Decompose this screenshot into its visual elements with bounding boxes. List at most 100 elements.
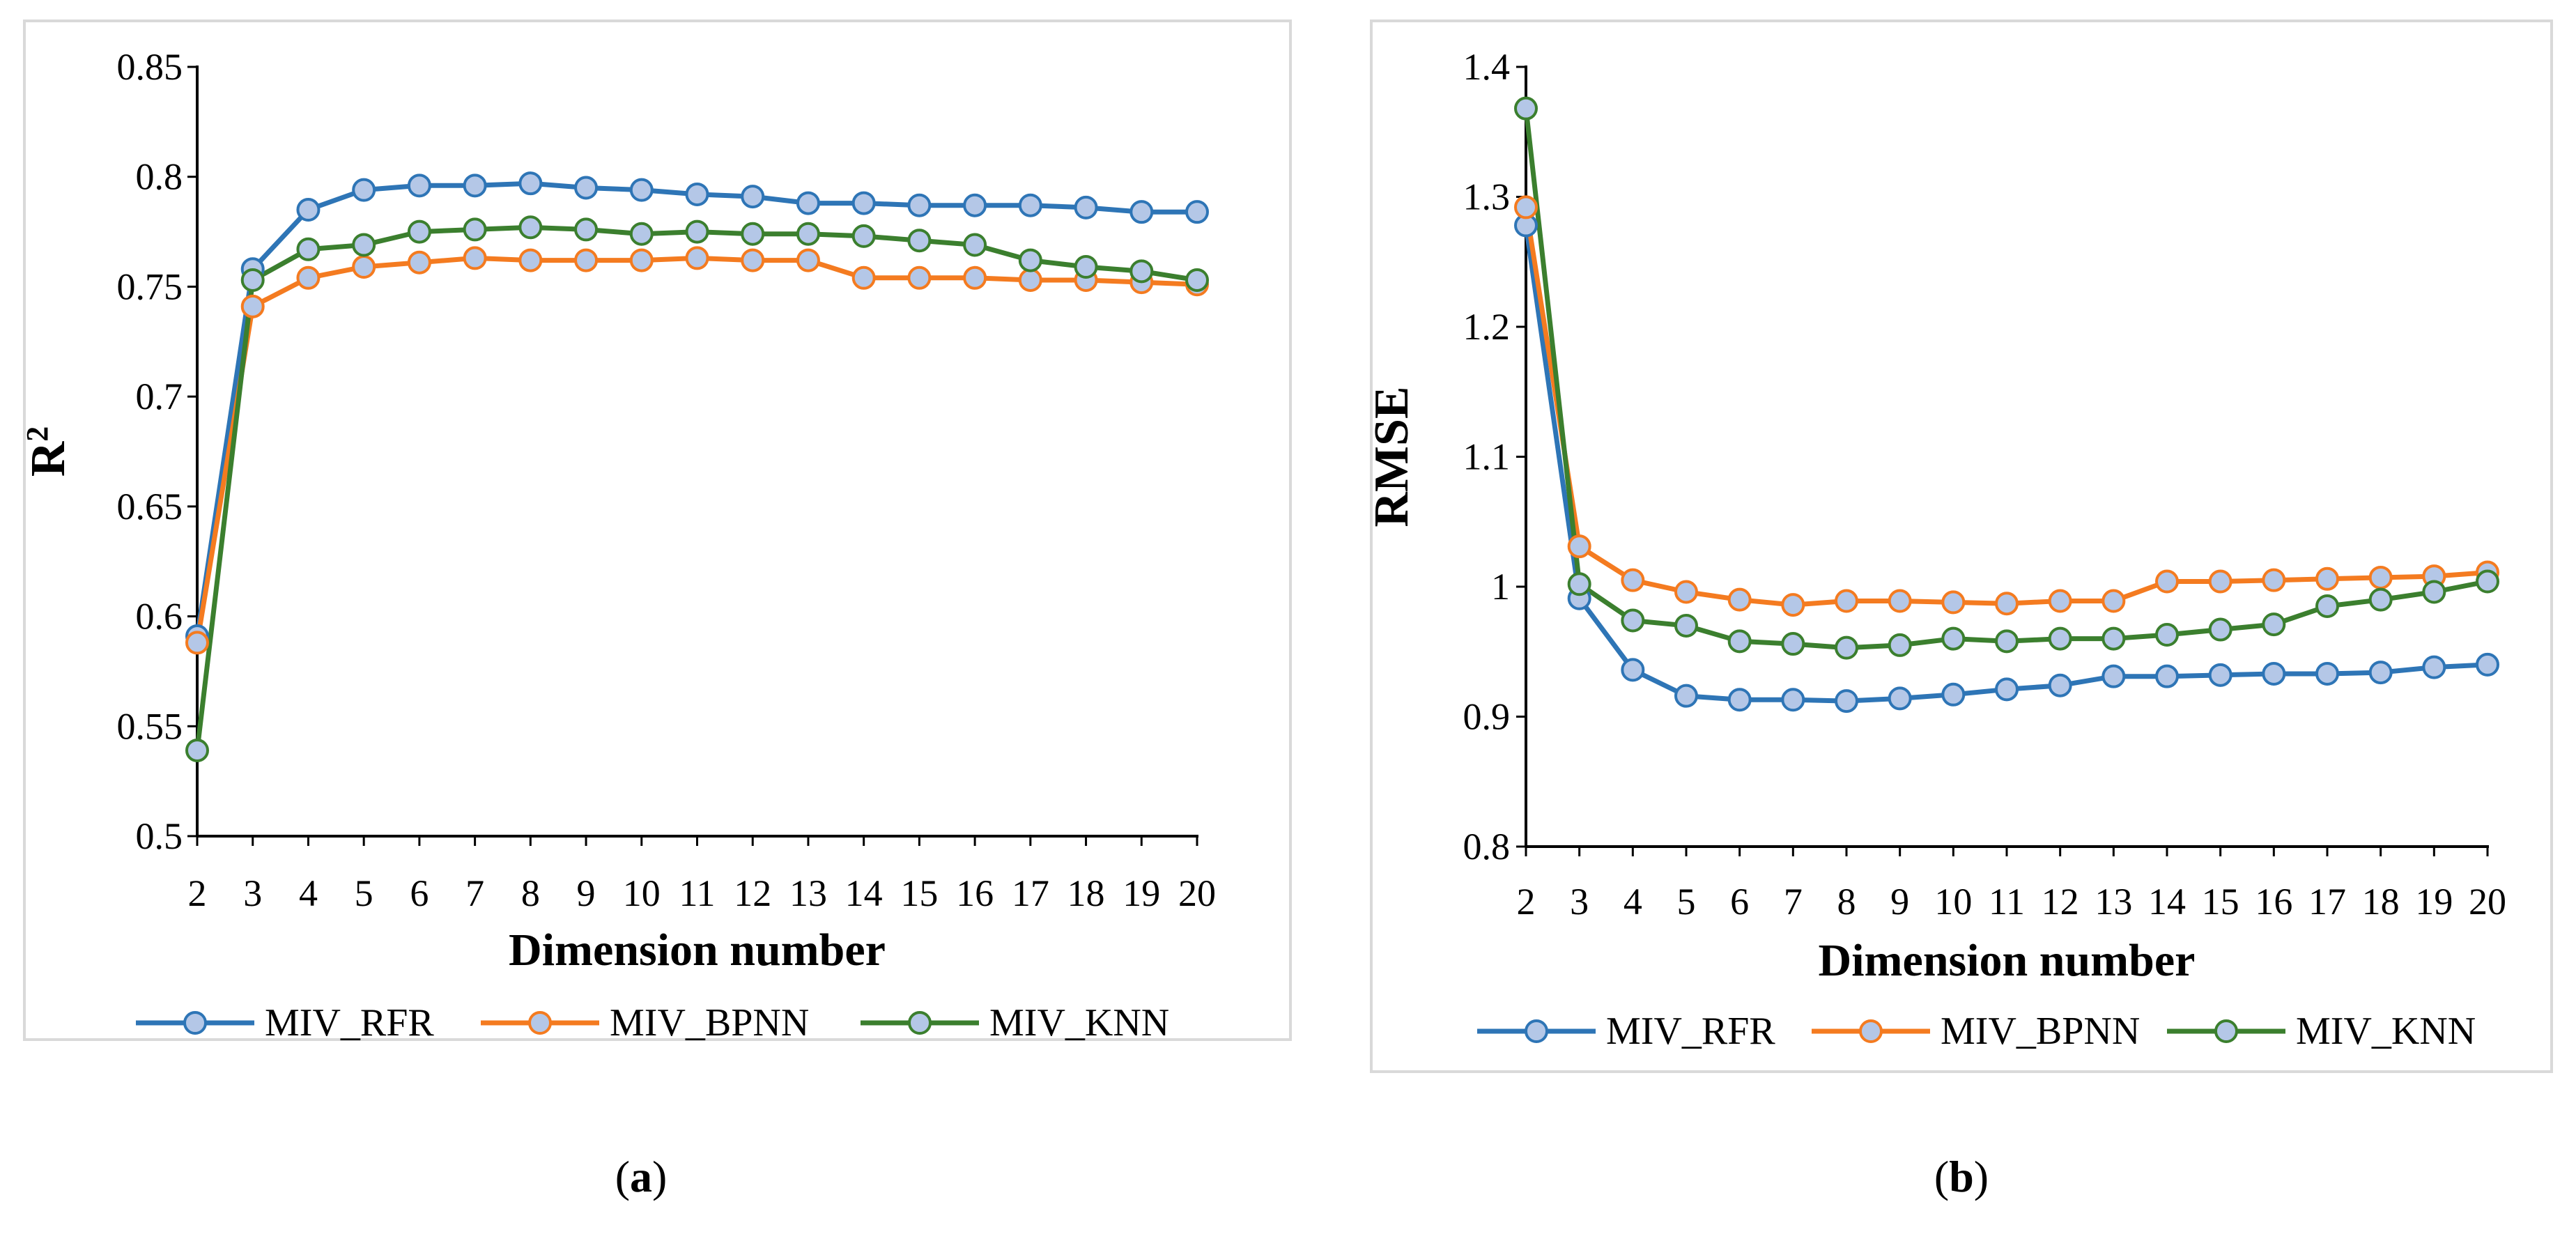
panel-b-data-point-miv_bpnn bbox=[2368, 565, 2393, 589]
panel-a-data-point-miv_bpnn bbox=[907, 265, 932, 290]
panel-b-data-point-miv_rfr bbox=[2476, 652, 2499, 677]
panel-a-x-tick-label: 7 bbox=[465, 872, 484, 914]
panel-b-data-point-miv_knn bbox=[2476, 569, 2499, 594]
panel-b-y-axis-title-base: RMSE bbox=[1365, 386, 1419, 527]
panel-a-y-tick-label: 0.5 bbox=[136, 815, 183, 857]
panel-a-data-point-miv_bpnn bbox=[296, 265, 321, 290]
panel-b-data-point-miv_bpnn bbox=[2262, 568, 2286, 592]
panel-b-y-tick-label: 1.1 bbox=[1463, 436, 1511, 478]
panel-b-x-axis-title: Dimension number bbox=[1819, 935, 2196, 986]
panel-b-data-point-miv_bpnn bbox=[1514, 195, 1538, 219]
panel-b-data-point-miv_knn bbox=[2208, 617, 2232, 642]
panel-b-x-tick-label: 6 bbox=[1730, 881, 1749, 923]
panel-b-data-point-miv_rfr bbox=[1781, 688, 1805, 712]
panel-a-data-point-miv_knn bbox=[574, 217, 599, 242]
panel-b-x-tick-label: 10 bbox=[1934, 881, 1972, 923]
panel-b-data-point-miv_bpnn bbox=[2315, 566, 2339, 591]
panel-a-x-tick-label: 4 bbox=[299, 872, 318, 914]
panel-b-chart: 0.8 0.9 1 1.1 1.2 1.3 1.4 2 3 4 5 6 7 8 9 10 11 12 13 14 15 1… bbox=[1365, 20, 2553, 1201]
panel-b-data-point-miv_knn bbox=[1621, 608, 1645, 633]
panel-b-x-tick-label: 16 bbox=[2255, 881, 2292, 923]
panel-a-x-tick-label: 6 bbox=[410, 872, 429, 914]
panel-a-x-tick-label: 14 bbox=[845, 872, 883, 914]
panel-b-legend-label-miv_bpnn: MIV_BPNN bbox=[1941, 1010, 2140, 1053]
panel-b-legend-label-miv_knn: MIV_KNN bbox=[2296, 1010, 2476, 1053]
panel-b-x-tick-label: 14 bbox=[2148, 881, 2186, 923]
panel-a-data-point-miv_bpnn bbox=[629, 248, 654, 272]
panel-b-data-point-miv_bpnn bbox=[1674, 580, 1698, 604]
panel-a-data-point-miv_knn bbox=[907, 229, 932, 253]
panel-a-x-tick-label: 16 bbox=[956, 872, 994, 914]
panel-b-x-tick-label: 11 bbox=[1989, 881, 2025, 923]
panel-b-x-tick-label: 17 bbox=[2308, 881, 2346, 923]
panel-a-data-point-miv_knn bbox=[963, 233, 987, 257]
panel-a-y-tick-label: 0.65 bbox=[117, 486, 183, 527]
panel-a-data-point-miv_bpnn bbox=[518, 248, 543, 272]
panel-a-legend-label-miv_bpnn: MIV_BPNN bbox=[610, 1001, 809, 1044]
panel-a-data-point-miv_bpnn bbox=[1018, 268, 1042, 292]
panel-a-x-tick-label: 10 bbox=[623, 872, 661, 914]
panel-a-data-point-miv_rfr bbox=[629, 178, 654, 202]
panel-b-x-tick-label: 5 bbox=[1677, 881, 1696, 923]
panel-b-legend-label-miv_rfr: MIV_RFR bbox=[1606, 1010, 1775, 1053]
panel-a-caption-close: ) bbox=[652, 1152, 667, 1201]
panel-a-data-point-miv_knn bbox=[185, 738, 209, 762]
panel-a-x-tick-label: 13 bbox=[789, 872, 827, 914]
panel-a-data-point-miv_rfr bbox=[1074, 195, 1098, 219]
panel-a-data-point-miv_bpnn bbox=[796, 248, 820, 272]
panel-a-x-tick-label: 8 bbox=[521, 872, 540, 914]
panel-a-data-point-miv_rfr bbox=[741, 185, 765, 209]
panel-a-x-tick-label: 3 bbox=[243, 872, 262, 914]
panel-b-caption-close: ) bbox=[1974, 1152, 1989, 1201]
panel-a-y-tick-label: 0.55 bbox=[117, 705, 183, 747]
panel-a-data-point-miv_knn bbox=[240, 268, 265, 292]
panel-a-x-tick-label: 15 bbox=[900, 872, 938, 914]
panel-a-data-point-miv_knn bbox=[518, 215, 543, 240]
panel-a-data-point-miv_knn bbox=[741, 222, 765, 246]
panel-b-data-point-miv_rfr bbox=[2262, 661, 2286, 686]
panel-a-y-tick-label: 0.85 bbox=[117, 46, 183, 88]
panel-b-x-tick-label: 20 bbox=[2469, 881, 2506, 923]
panel-b-data-point-miv_knn bbox=[1567, 572, 1591, 596]
panel-b-data-point-miv_bpnn bbox=[1621, 568, 1645, 592]
panel-b-data-point-miv_bpnn bbox=[1995, 592, 2019, 616]
panel-a-x-tick-label: 18 bbox=[1067, 872, 1105, 914]
panel-a-data-point-miv_rfr bbox=[352, 178, 376, 202]
panel-b-data-point-miv_knn bbox=[2262, 612, 2286, 637]
panel-b-data-point-miv_rfr bbox=[2208, 663, 2232, 687]
panel-b-y-tick-label: 0.9 bbox=[1463, 696, 1511, 738]
panel-a-data-point-miv_bpnn bbox=[185, 631, 209, 655]
panel-a-data-point-miv_knn bbox=[1074, 255, 1098, 279]
panel-a-x-tick-label: 11 bbox=[679, 872, 716, 914]
panel-b-data-point-miv_knn bbox=[1514, 96, 1538, 121]
panel-a-caption-open: ( bbox=[615, 1152, 630, 1201]
panel-a-data-point-miv_bpnn bbox=[741, 248, 765, 272]
panel-a-legend-label-miv_knn: MIV_KNN bbox=[989, 1001, 1169, 1044]
panel-a-data-point-miv_bpnn bbox=[851, 265, 876, 290]
panel-b-data-point-miv_knn bbox=[1781, 632, 1805, 656]
panel-b-data-point-miv_bpnn bbox=[2155, 569, 2179, 594]
panel-b-data-point-miv_bpnn bbox=[2048, 589, 2072, 613]
panel-b-data-point-miv_rfr bbox=[1888, 686, 1912, 711]
panel-a-data-point-miv_bpnn bbox=[685, 246, 709, 270]
panel-b-data-point-miv_knn bbox=[2422, 580, 2446, 604]
panel-b-data-point-miv_rfr bbox=[2048, 673, 2072, 697]
panel-b-y-axis-title: RMSE bbox=[1365, 386, 1419, 527]
panel-a-y-axis-title: R2 bbox=[20, 426, 76, 477]
panel-a-legend-marker-miv_bpnn bbox=[528, 1011, 552, 1035]
panel-a-x-axis-title: Dimension number bbox=[509, 925, 886, 975]
panel-b-data-point-miv_bpnn bbox=[2101, 589, 2126, 613]
panel-a-x-tick-label: 20 bbox=[1178, 872, 1216, 914]
panel-a-data-point-miv_bpnn bbox=[574, 248, 599, 272]
panel-a-data-point-miv_bpnn bbox=[407, 250, 431, 275]
panel-a-data-point-miv_rfr bbox=[796, 191, 820, 215]
panel-b-data-point-miv_bpnn bbox=[2208, 569, 2232, 594]
panel-b-caption-letter: b bbox=[1949, 1152, 1974, 1201]
panel-a-x-tick-label: 12 bbox=[734, 872, 771, 914]
panel-a-data-point-miv_rfr bbox=[685, 182, 709, 206]
panel-a-data-point-miv_knn bbox=[463, 217, 487, 242]
panel-b-data-point-miv_bpnn bbox=[1567, 534, 1591, 559]
panel-b-data-point-miv_knn bbox=[1674, 613, 1698, 638]
panel-b-data-point-miv_bpnn bbox=[1888, 589, 1912, 613]
panel-b-x-tick-label: 7 bbox=[1784, 881, 1803, 923]
